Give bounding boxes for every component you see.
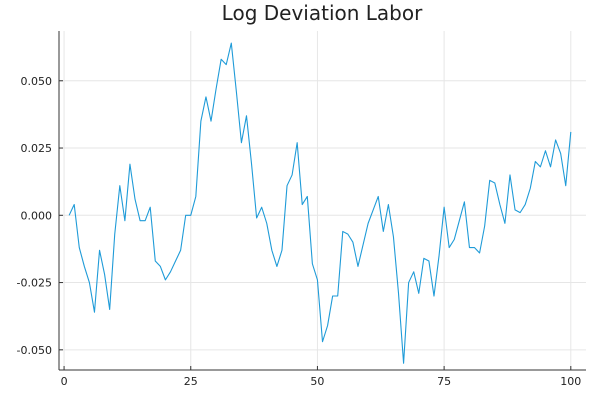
x-tick-label: 75 (437, 375, 451, 388)
chart-title: Log Deviation Labor (222, 1, 423, 25)
x-tick-label: 0 (61, 375, 68, 388)
tick-labels: 0 25 50 75 100 -0.050 -0.025 0.000 0.025 0.050 (17, 75, 582, 388)
y-tick-label: 0.000 (21, 209, 53, 222)
y-tick-label: -0.025 (17, 277, 52, 290)
grid-layer (59, 31, 586, 370)
series-layer (68, 42, 572, 364)
axis-layer (58, 31, 586, 371)
y-tick-label: -0.050 (17, 344, 52, 357)
series-line (68, 42, 572, 364)
y-tick-label: 0.050 (21, 75, 53, 88)
x-tick-label: 100 (560, 375, 581, 388)
y-tick-label: 0.025 (21, 142, 53, 155)
x-tick-label: 50 (310, 375, 324, 388)
x-tick-label: 25 (184, 375, 198, 388)
